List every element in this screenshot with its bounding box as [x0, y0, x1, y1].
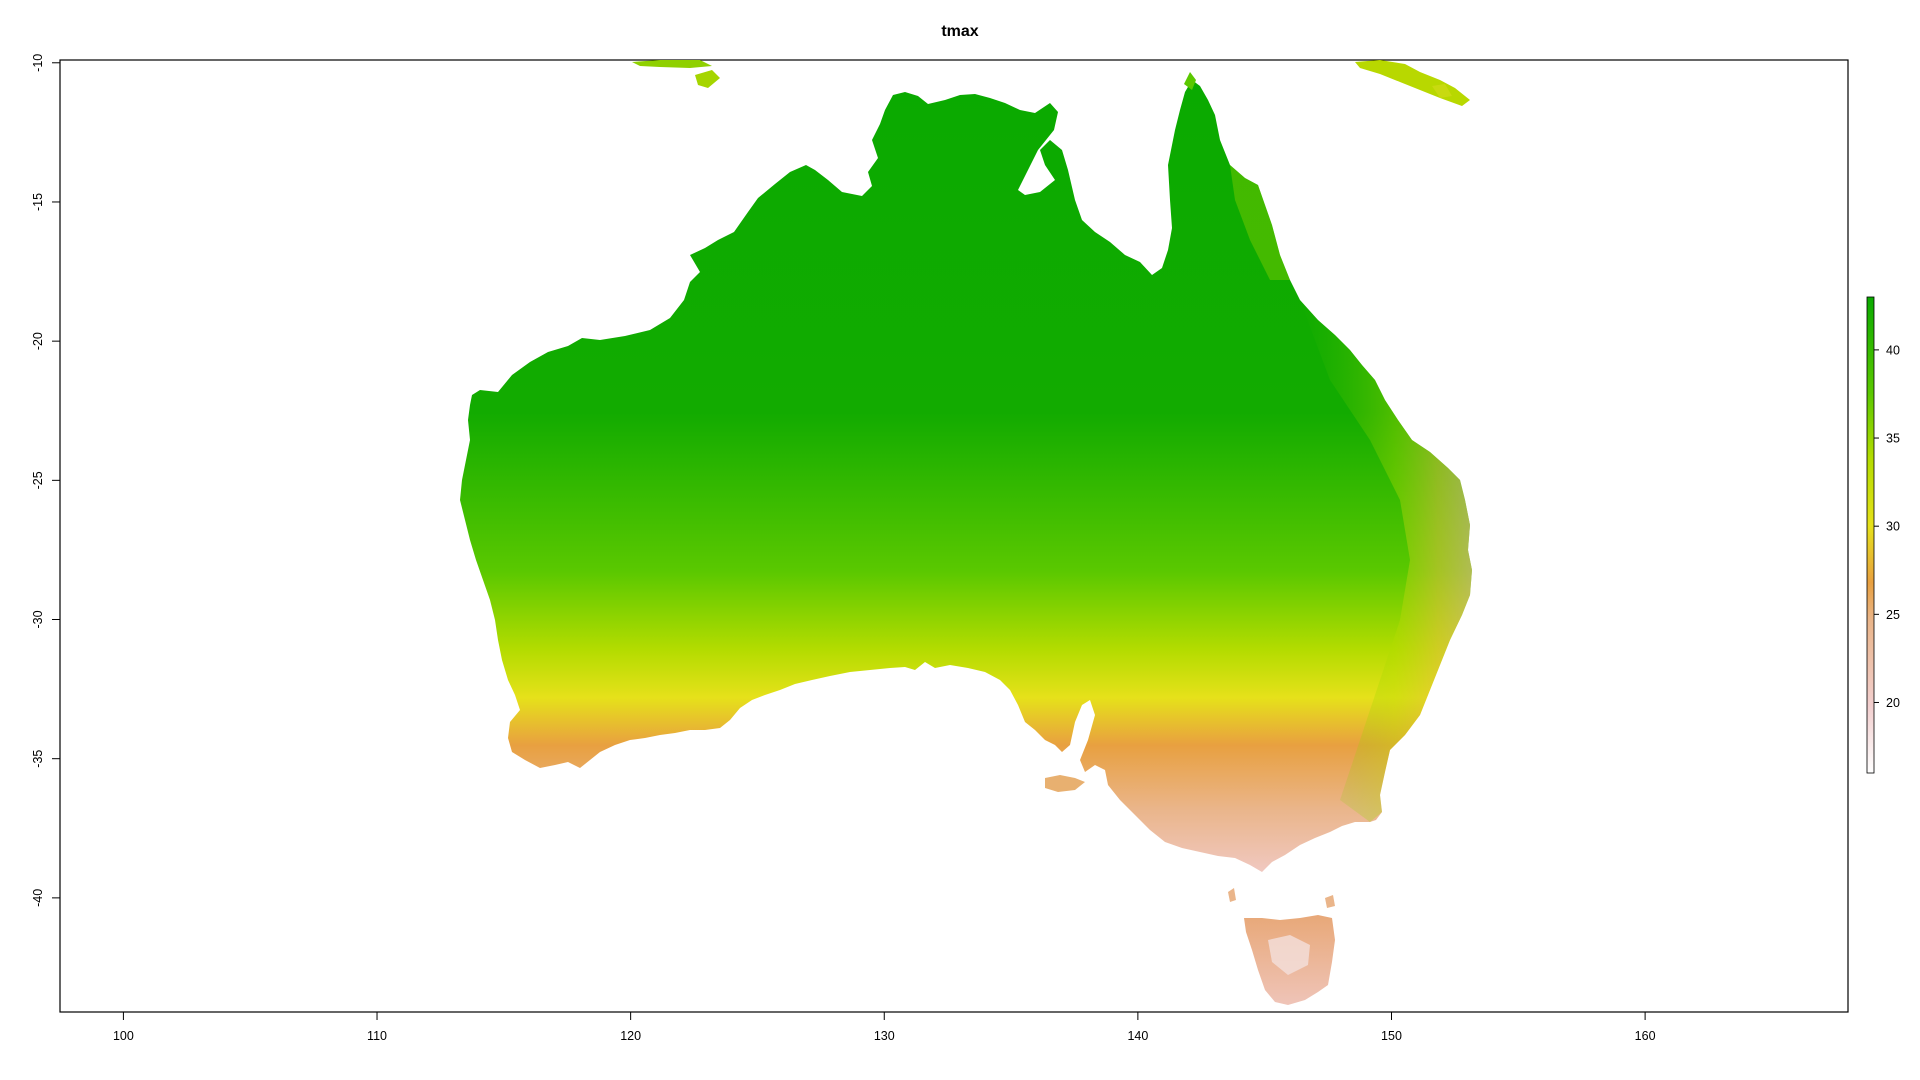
bass-strait-island-2: [1325, 895, 1335, 908]
legend-tick-label: 30: [1886, 520, 1900, 534]
bass-strait-island-1: [1228, 888, 1236, 902]
legend-tick-label: 20: [1886, 696, 1900, 710]
east-coast-band: [1300, 300, 1472, 822]
x-tick-label: 120: [620, 1029, 641, 1043]
y-axis: -10 -15 -20 -25 -30 -35 -40: [31, 54, 60, 907]
island-north-3: [1355, 60, 1470, 106]
x-tick-label: 130: [874, 1029, 895, 1043]
legend-color-bar: [1866, 296, 1875, 774]
australia-mainland: [460, 80, 1472, 872]
cape-york-band: [1230, 165, 1290, 280]
legend-tick-label: 40: [1886, 343, 1900, 357]
kangaroo-island: [1045, 775, 1085, 792]
island-north-1: [632, 60, 712, 68]
y-tick-label: -15: [31, 193, 45, 211]
y-tick-label: -35: [31, 750, 45, 768]
legend-tick-label: 25: [1886, 608, 1900, 622]
legend-tick-label: 35: [1886, 432, 1900, 446]
y-tick-label: -40: [31, 889, 45, 907]
x-axis: 100 110 120 130 140 150 160: [113, 1012, 1656, 1043]
legend-ticks: 20 25 30 35 40: [1874, 343, 1900, 710]
island-north-4: [1432, 84, 1452, 98]
x-tick-label: 100: [113, 1029, 134, 1043]
x-tick-label: 160: [1635, 1029, 1656, 1043]
plot-title: tmax: [941, 23, 979, 40]
x-tick-label: 110: [367, 1029, 387, 1043]
y-tick-label: -10: [31, 54, 45, 72]
plot-frame: [59, 59, 1849, 1013]
tasmania-highlands: [1268, 935, 1310, 975]
x-tick-label: 150: [1381, 1029, 1402, 1043]
y-tick-label: -20: [31, 332, 45, 350]
island-cape-york-tip: [1184, 72, 1196, 90]
y-tick-label: -25: [31, 471, 45, 489]
x-tick-label: 140: [1127, 1029, 1148, 1043]
color-legend: 20 25 30 35 40: [1866, 296, 1900, 774]
island-north-2: [695, 70, 720, 88]
y-tick-label: -30: [31, 610, 45, 628]
